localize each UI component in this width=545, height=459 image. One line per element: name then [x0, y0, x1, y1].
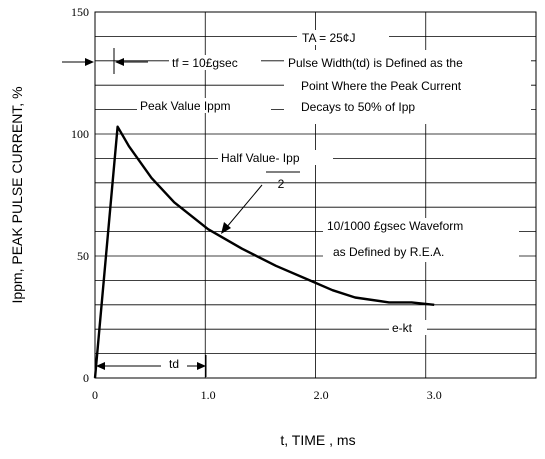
x-tick-labels: 0 1.0 2.0 3.0 — [92, 388, 442, 402]
decay-function-label: e-kt — [392, 321, 413, 335]
ekt-label-bg — [389, 320, 427, 335]
ambient-temperature-label: TA = 25¢J — [302, 31, 355, 45]
waveform-note-line-2: as Defined by R.E.A. — [333, 245, 444, 259]
pulse-width-label-bg — [284, 50, 531, 124]
pulse-waveform-curve — [93, 125, 435, 379]
tf-right-arrowhead — [115, 58, 124, 66]
x-tick-label: 1.0 — [201, 388, 216, 402]
y-tick-label: 150 — [71, 5, 89, 19]
td-right-arrowhead — [197, 362, 206, 370]
y-tick-label: 100 — [71, 127, 89, 141]
y-tick-label: 0 — [83, 371, 89, 385]
pulse-width-note-line-2: Point Where the Peak Current — [301, 79, 462, 93]
tf-label-bg — [169, 55, 261, 70]
peak-label-bg — [137, 98, 271, 113]
pulse-width-note-line-1: Pulse Width(td) is Defined as the — [288, 56, 463, 70]
y-axis-title: Ippm, PEAK PULSE CURRENT, % — [9, 86, 25, 303]
td-left-arrowhead — [96, 362, 105, 370]
td-label-bg — [163, 356, 185, 371]
tf-left-arrowhead — [85, 58, 94, 66]
half-value-denominator: 2 — [278, 177, 285, 191]
half-value-leader-arrowhead — [221, 222, 231, 234]
half-value-leader-line — [225, 184, 263, 229]
half-value-label: Half Value- Ipp — [221, 151, 300, 165]
waveform-label-bg — [323, 218, 519, 262]
half-value-label-bg — [218, 150, 333, 165]
peak-value-label: Peak Value Ippm — [140, 99, 231, 113]
x-axis-title: t, TIME , ms — [280, 432, 355, 448]
x-tick-label: 0 — [92, 388, 98, 402]
pulse-width-note-line-3: Decays to 50% of Ipp — [301, 100, 415, 114]
pulse-width-td-label: td — [169, 357, 179, 371]
waveform-note-line-1: 10/1000 £gsec Waveform — [327, 219, 463, 233]
y-tick-label: 50 — [77, 249, 89, 263]
y-tick-labels: 0 50 100 150 — [71, 5, 89, 385]
ta-label-bg — [297, 30, 389, 45]
rise-time-label: tf = 10£gsec — [172, 56, 238, 70]
x-tick-label: 2.0 — [314, 388, 329, 402]
x-tick-label: 3.0 — [427, 388, 442, 402]
plot-frame — [94, 11, 537, 379]
